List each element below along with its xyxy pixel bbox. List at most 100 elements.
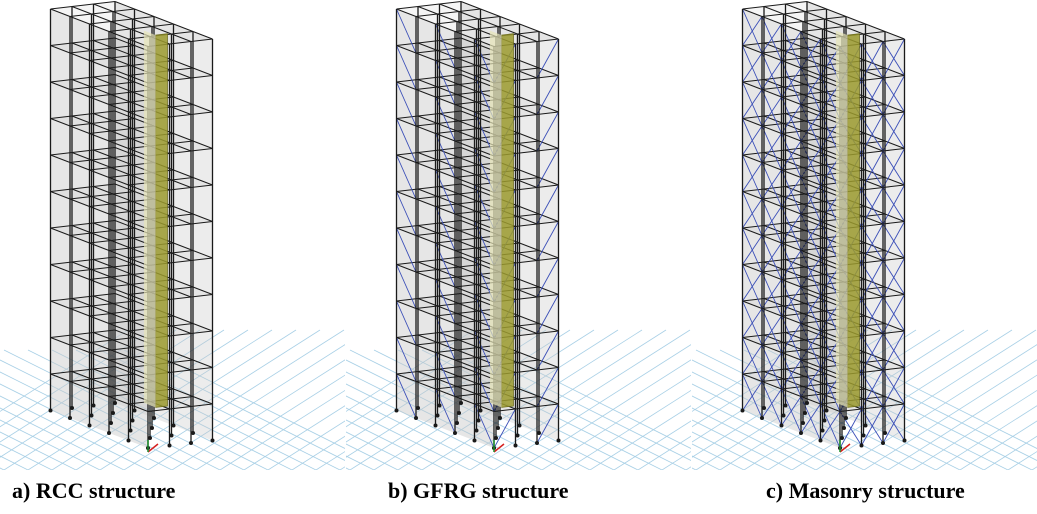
beam <box>761 198 782 207</box>
ground-grid-line <box>346 371 543 470</box>
ground-grid-line <box>346 395 495 470</box>
beam <box>91 342 112 351</box>
wall-bracing <box>761 206 782 236</box>
beam <box>435 206 456 215</box>
beam <box>114 110 135 119</box>
beam <box>800 31 821 40</box>
beam <box>415 123 438 127</box>
beam <box>396 261 419 265</box>
support-node <box>132 408 137 413</box>
ground-grid-line <box>589 405 691 470</box>
support-node <box>863 423 868 428</box>
beam <box>517 31 540 35</box>
beam <box>439 3 460 12</box>
beam <box>71 6 92 15</box>
beam <box>742 300 763 309</box>
wall-bracing <box>781 177 802 207</box>
ground-grid-line <box>469 329 691 470</box>
wall-bracing <box>742 344 763 375</box>
wall-bracing <box>761 388 782 419</box>
wall-bracing <box>536 111 559 152</box>
wall-bracing <box>882 77 905 113</box>
wall-bracing <box>761 60 782 90</box>
support-node <box>478 408 483 413</box>
beam <box>781 242 802 251</box>
beam <box>742 261 765 265</box>
support-node <box>472 438 477 443</box>
beam <box>192 396 213 405</box>
wall-bracing <box>396 8 417 54</box>
beam <box>108 396 129 405</box>
support-node <box>148 436 152 440</box>
ground-grid-line <box>0 371 197 470</box>
wall-bracing <box>435 206 456 251</box>
beam <box>865 206 886 215</box>
wall-bracing <box>396 337 417 382</box>
beam <box>91 269 112 278</box>
beam <box>69 125 90 134</box>
beam <box>517 359 540 363</box>
wall-bracing <box>781 104 802 134</box>
beam <box>454 177 475 186</box>
beam <box>173 133 194 142</box>
beam <box>396 300 417 309</box>
ground-grid-line <box>517 359 691 470</box>
ground-grid-line <box>339 466 345 470</box>
core-wall <box>501 33 514 408</box>
beam <box>173 206 194 215</box>
beam <box>69 159 92 163</box>
beam <box>454 250 475 259</box>
wall-bracing <box>761 279 782 309</box>
beam <box>437 196 458 205</box>
beam <box>882 148 905 152</box>
beam <box>114 293 135 302</box>
beam <box>478 18 499 27</box>
support-node <box>883 431 887 435</box>
beam <box>454 396 475 405</box>
beam <box>804 266 825 275</box>
ground-grid-line <box>863 359 1037 470</box>
beam <box>171 31 194 35</box>
beam <box>171 177 194 181</box>
beam <box>89 23 110 32</box>
beam <box>112 11 133 20</box>
beam <box>132 16 155 20</box>
beam <box>69 162 90 171</box>
beam <box>93 149 114 158</box>
beam <box>417 42 438 51</box>
beam <box>91 123 112 132</box>
support-node <box>474 428 479 433</box>
ground-grid-line <box>346 443 399 470</box>
beam <box>91 305 112 314</box>
core-wall <box>835 30 848 408</box>
beam <box>742 115 765 119</box>
ground-grid-line <box>3 349 245 470</box>
beam <box>519 352 540 361</box>
beam <box>93 113 114 122</box>
ground-grid-line <box>692 431 769 470</box>
beam <box>536 75 559 79</box>
beam <box>800 177 821 186</box>
beam <box>437 50 458 59</box>
beam <box>456 276 477 285</box>
beam <box>110 57 131 66</box>
gfrg-structure-caption: b) GFRG structure <box>388 478 569 503</box>
beam <box>742 42 765 46</box>
beam <box>781 315 802 324</box>
wall-bracing <box>493 408 516 449</box>
beam <box>192 177 213 186</box>
beam <box>800 250 821 259</box>
beam <box>761 196 784 200</box>
beam <box>173 388 194 397</box>
beam <box>439 186 460 195</box>
beam <box>800 104 821 113</box>
beam <box>456 386 477 395</box>
beam <box>763 42 784 51</box>
wall-bracing <box>536 330 559 371</box>
support-node <box>760 416 764 420</box>
beam <box>415 198 436 207</box>
ground-grid-line <box>692 395 841 470</box>
beam <box>89 279 110 288</box>
ground-grid-line <box>692 329 869 443</box>
beam <box>517 252 538 261</box>
